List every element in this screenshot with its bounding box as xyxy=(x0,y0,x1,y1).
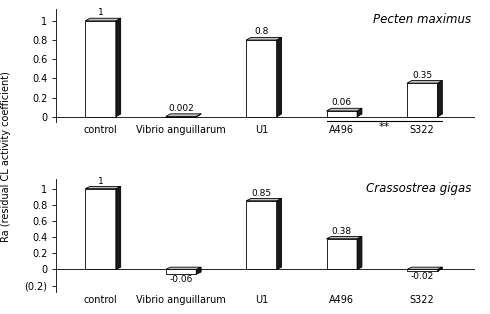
Text: 0.35: 0.35 xyxy=(412,71,432,79)
Text: 1: 1 xyxy=(98,8,103,17)
Bar xyxy=(166,269,196,274)
Bar xyxy=(326,239,357,269)
Text: -0.06: -0.06 xyxy=(170,275,193,284)
Polygon shape xyxy=(438,80,442,117)
Polygon shape xyxy=(196,267,201,274)
Polygon shape xyxy=(326,236,362,239)
Text: 0.8: 0.8 xyxy=(254,27,269,36)
Polygon shape xyxy=(326,108,362,111)
Text: 0.002: 0.002 xyxy=(168,104,194,113)
Text: -0.02: -0.02 xyxy=(411,272,434,281)
Text: 0.38: 0.38 xyxy=(332,227,352,236)
Polygon shape xyxy=(407,267,442,269)
Text: 0.85: 0.85 xyxy=(251,189,271,198)
Text: 0.06: 0.06 xyxy=(332,98,352,107)
Bar xyxy=(326,111,357,117)
Bar xyxy=(246,40,277,117)
Text: Pecten maximus: Pecten maximus xyxy=(373,13,471,26)
Polygon shape xyxy=(357,108,362,117)
Polygon shape xyxy=(407,80,442,83)
Bar xyxy=(407,83,438,117)
Text: **: ** xyxy=(379,122,390,132)
Polygon shape xyxy=(277,37,282,117)
Polygon shape xyxy=(85,187,121,189)
Text: 1: 1 xyxy=(98,176,103,186)
Polygon shape xyxy=(166,114,201,116)
Bar xyxy=(407,269,438,271)
Text: Crassostrea gigas: Crassostrea gigas xyxy=(366,182,471,195)
Bar xyxy=(85,21,116,117)
Polygon shape xyxy=(246,37,282,40)
Text: Ra (residual CL activity coefficient): Ra (residual CL activity coefficient) xyxy=(1,72,11,242)
Polygon shape xyxy=(116,187,121,269)
Bar xyxy=(85,189,116,269)
Polygon shape xyxy=(196,114,201,117)
Polygon shape xyxy=(246,198,282,201)
Polygon shape xyxy=(166,267,201,269)
Polygon shape xyxy=(277,198,282,269)
Polygon shape xyxy=(357,236,362,269)
Polygon shape xyxy=(85,18,121,21)
Polygon shape xyxy=(438,267,442,271)
Bar xyxy=(246,201,277,269)
Polygon shape xyxy=(116,18,121,117)
